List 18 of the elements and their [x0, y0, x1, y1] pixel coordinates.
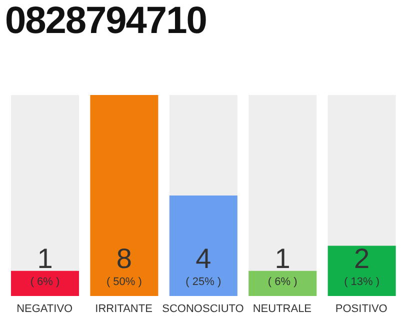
- bar: [248, 270, 317, 296]
- x-tick-label: SCONOSCIUTO: [162, 302, 244, 315]
- x-tick-label: NEGATIVO: [16, 302, 74, 315]
- bar: [11, 270, 79, 296]
- data-label: 2: [354, 243, 370, 274]
- x-tick-label: POSITIVO: [335, 302, 388, 315]
- annotation: ( 6% ): [30, 276, 60, 288]
- annotation: ( 25% ): [186, 276, 222, 288]
- data-label: 1: [37, 243, 53, 274]
- x-tick-label: NEUTRALE: [252, 302, 312, 315]
- chart-title: 0828794710: [5, 0, 206, 43]
- data-label: 1: [274, 243, 290, 274]
- annotation: ( 13% ): [344, 276, 380, 288]
- x-tick-label: IRRITANTE: [95, 302, 152, 315]
- data-label: 4: [196, 243, 212, 274]
- annotation: ( 6% ): [268, 276, 298, 288]
- annotation: ( 50% ): [106, 276, 142, 288]
- data-label: 8: [116, 243, 132, 274]
